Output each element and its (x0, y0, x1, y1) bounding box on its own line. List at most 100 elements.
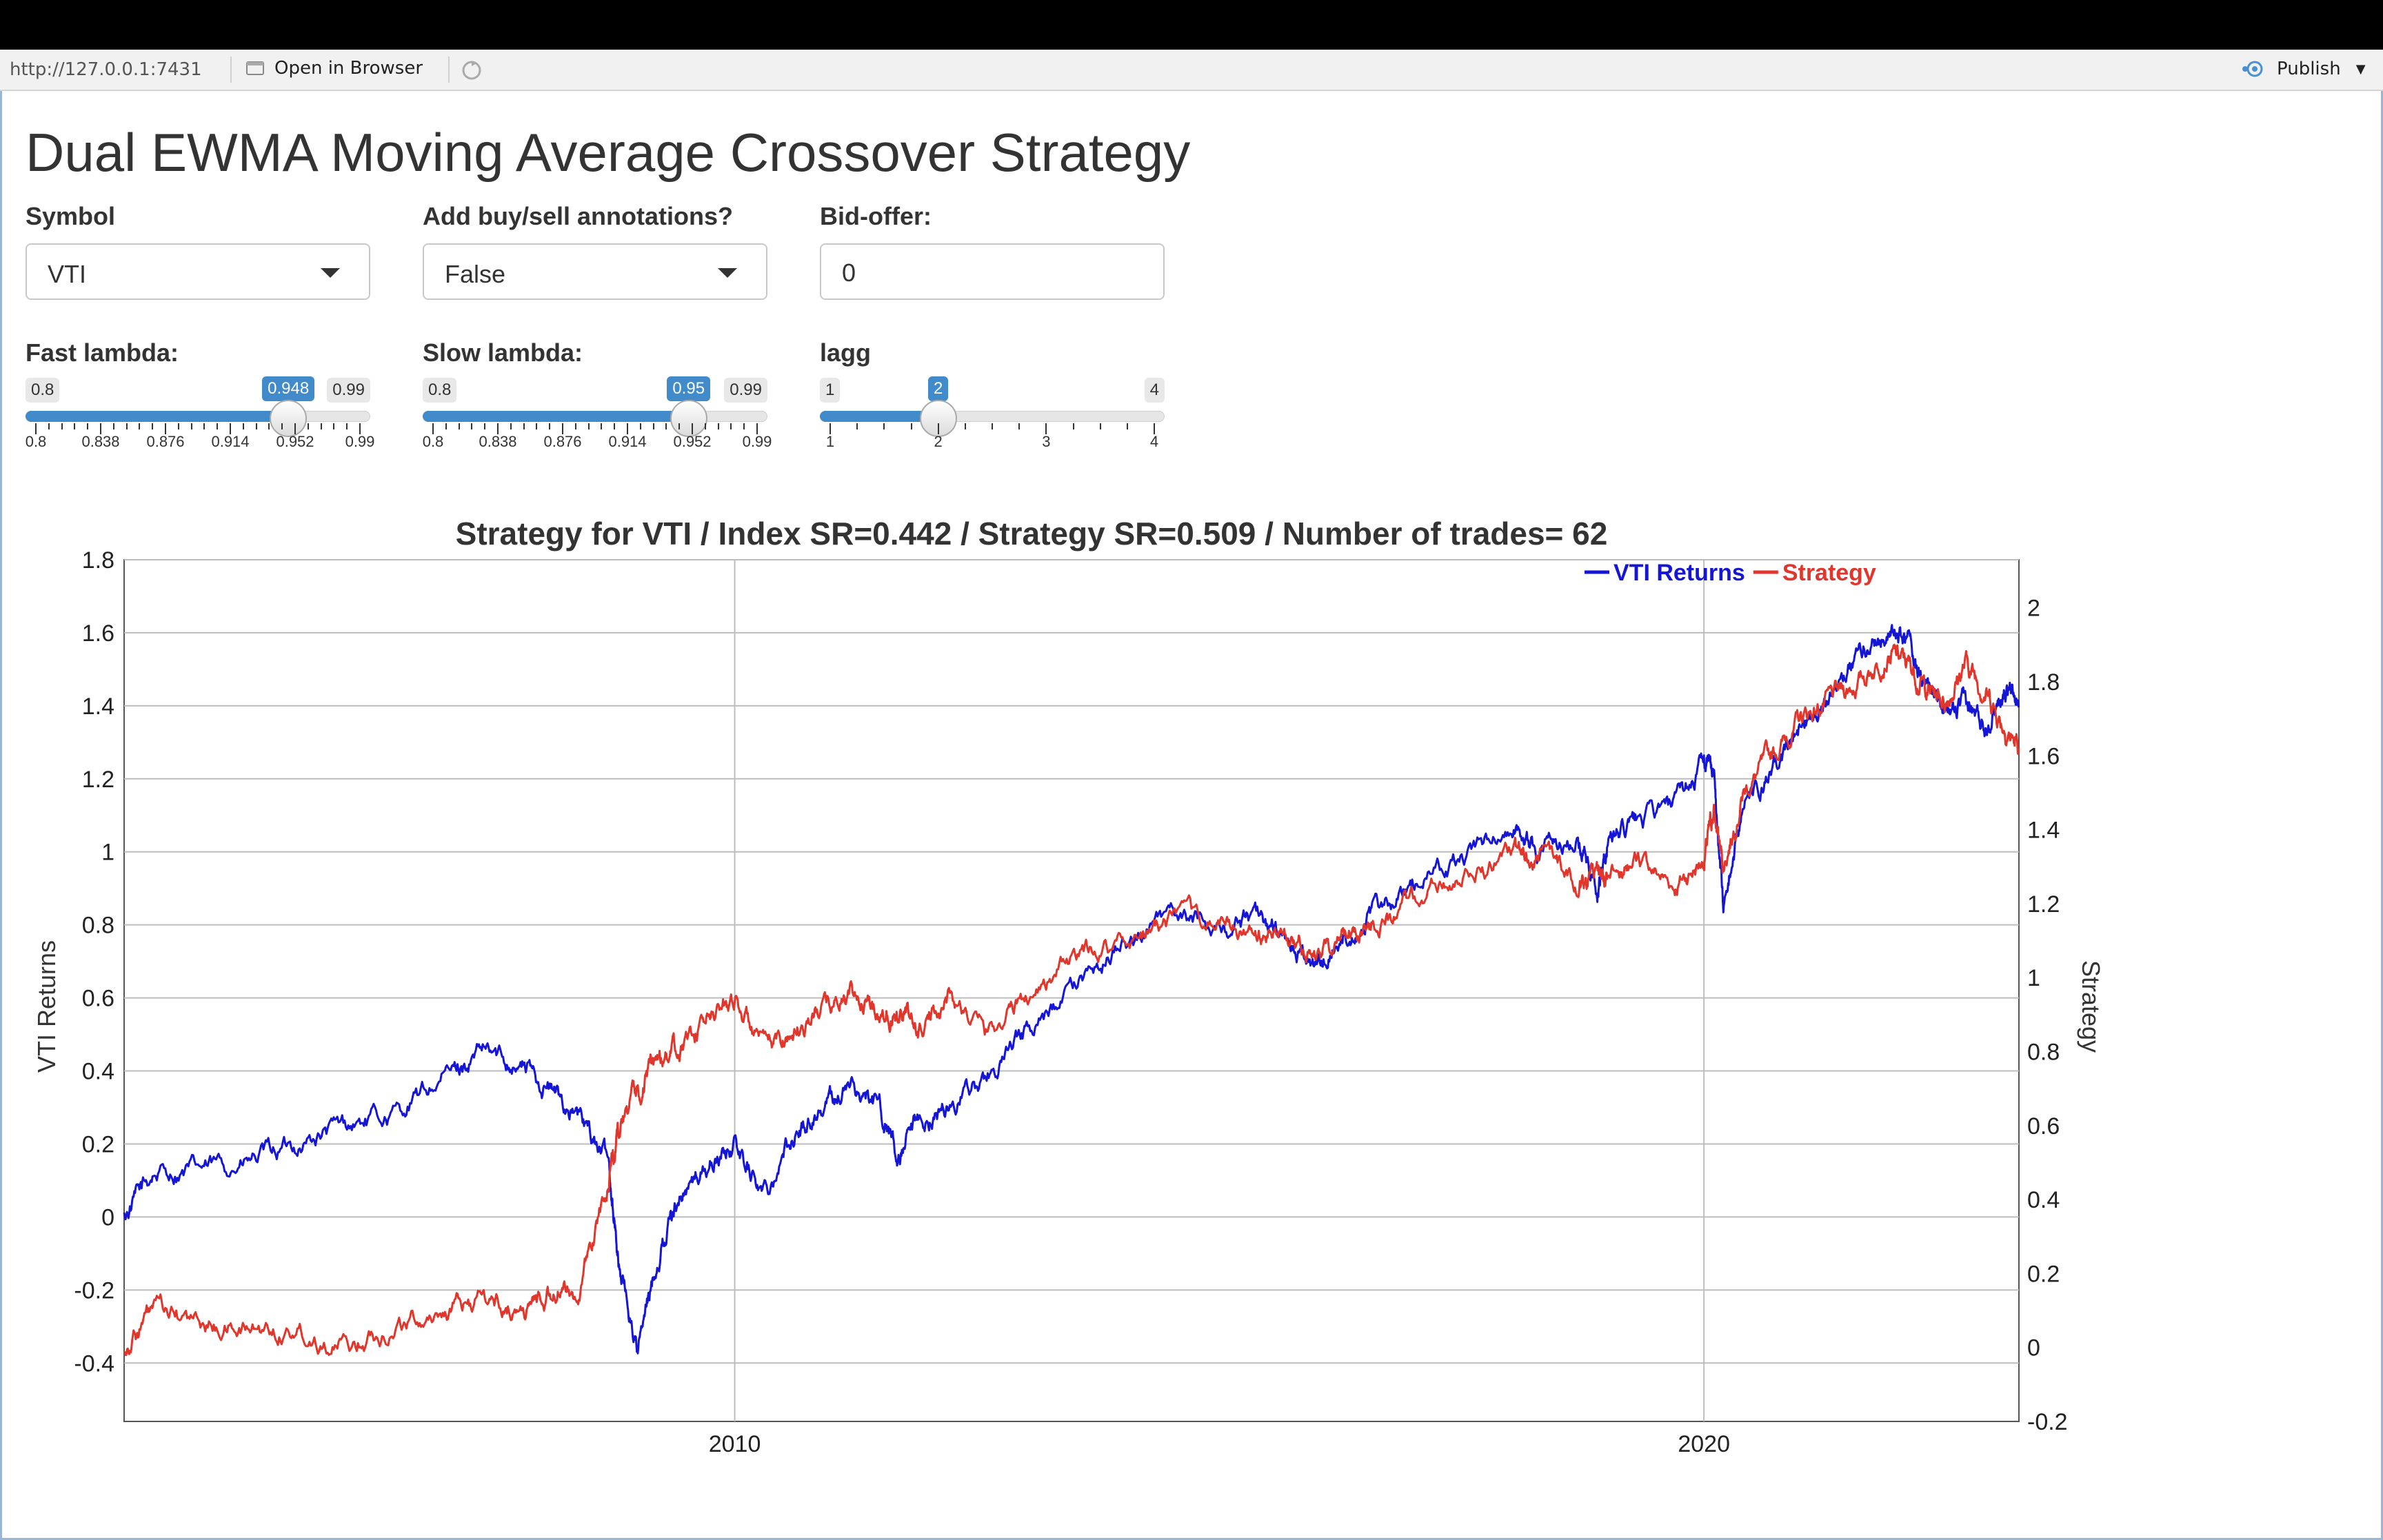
slider-ticks (820, 423, 1165, 441)
slider-ticks (26, 423, 370, 441)
y-left-tick-label: 0.6 (82, 986, 114, 1012)
y-right-tick-label: 1.2 (2027, 891, 2060, 918)
y-axis-left-label: VTI Returns (32, 940, 61, 1073)
slider-tick (471, 423, 473, 429)
slider-tick-label: 3 (1042, 433, 1051, 450)
slider-tick (268, 423, 270, 429)
slider-tick (756, 423, 758, 434)
slider-tick (992, 423, 993, 429)
slider-tick-label: 1 (825, 433, 835, 450)
slider-tick (692, 423, 693, 434)
slider-tick (100, 423, 101, 434)
slider-tick (704, 423, 706, 429)
y-right-tick-label: 0 (2027, 1335, 2040, 1361)
slider-tick (294, 423, 296, 434)
slider-handle[interactable] (670, 400, 707, 437)
slow-lambda-slider[interactable]: 0.8 0.99 0.95 0.8 0.838 0.876 0.914 0.952 0.99 (423, 376, 772, 460)
y-right-tick-label: -0.2 (2027, 1409, 2068, 1435)
chevron-down-icon[interactable]: ▼ (2355, 61, 2366, 77)
series-line-strategy (123, 643, 2020, 1357)
slow-lambda-label: Slow lambda: (423, 338, 583, 367)
slider-tick (432, 423, 434, 434)
y-right-tick-label: 0.4 (2027, 1187, 2060, 1213)
fast-lambda-slider[interactable]: 0.8 0.99 0.948 0.8 0.838 0.876 0.914 0.952 0.99 (25, 376, 374, 460)
slider-tick (639, 423, 641, 429)
x-tick-label: 2020 (1678, 1431, 1730, 1457)
plot-area (123, 559, 2020, 1422)
slider-tick-label: 0.99 (345, 433, 375, 450)
open-in-browser-button[interactable]: Open in Browser (245, 58, 423, 79)
legend-label: Strategy (1782, 560, 1876, 586)
slider-tick (883, 423, 885, 429)
slider-tick (177, 423, 179, 429)
slider-tick (829, 423, 831, 434)
strategy-chart: 1.8 1.6 1.4 1.2 1 0.8 0.6 0.4 0.2 0 -0.2 -0.4 2 1.8 1.… (32, 516, 2105, 1457)
slider-tick (320, 423, 322, 429)
bid-offer-label: Bid-offer: (820, 202, 932, 230)
window-top-bar (0, 0, 2383, 50)
y-right-tick-label: 0.8 (2027, 1040, 2060, 1066)
slider-min-label: 0.8 (26, 378, 60, 403)
slider-tick (910, 423, 912, 429)
y-left-tick-label: 1.6 (82, 620, 114, 647)
slider-tick (549, 423, 551, 429)
y-left-tick-label: 0.4 (82, 1059, 114, 1085)
slider-tick (281, 423, 283, 429)
publish-icon (2242, 61, 2263, 77)
slider-tick (510, 423, 512, 429)
symbol-select[interactable]: VTI (26, 243, 370, 300)
slider-ticks (423, 423, 767, 441)
slider-tick-label: 0.8 (25, 433, 47, 450)
slider-tick (190, 423, 192, 429)
slider-tick (497, 423, 499, 434)
y-right-tick-label: 2 (2027, 596, 2040, 622)
slider-tick (458, 423, 460, 429)
slider-tick (333, 423, 335, 429)
slider-handle[interactable] (270, 400, 308, 437)
chart-title: Strategy for VTI / Index SR=0.442 / Stra… (456, 516, 1608, 551)
y-right-tick-label: 1.6 (2027, 743, 2060, 769)
slider-tick (125, 423, 128, 429)
slider-tick (87, 423, 89, 429)
slider-tick (255, 423, 257, 429)
publish-label: Publish (2277, 59, 2341, 79)
caret-down-icon (321, 268, 340, 278)
slider-tick-label: 0.952 (276, 433, 314, 450)
open-in-browser-icon (246, 61, 264, 75)
slider-tick (678, 423, 681, 429)
slider-tick (1126, 423, 1128, 429)
slider-max-label: 0.99 (327, 378, 370, 403)
slider-tick (203, 423, 205, 429)
refresh-icon (462, 61, 481, 80)
lagg-slider[interactable]: 1 4 2 1 2 3 4 (820, 376, 1165, 460)
slider-tick-label: 0.876 (146, 433, 185, 450)
slider-tick (307, 423, 309, 429)
slider-tick (574, 423, 576, 429)
slider-tick (112, 423, 114, 429)
annotations-select[interactable]: False (423, 243, 767, 300)
legend-label: VTI Returns (1613, 560, 1745, 586)
bid-offer-input[interactable]: 0 (820, 243, 1165, 300)
slider-tick-label: 2 (934, 433, 943, 450)
publish-button[interactable]: Publish ▼ (2241, 58, 2366, 80)
y-left-tick-label: 0.8 (82, 913, 114, 939)
y-left-tick-label: -0.4 (74, 1350, 114, 1377)
slider-tick-label: 4 (1149, 433, 1159, 450)
slider-tick (587, 423, 590, 429)
slider-tick (1099, 423, 1101, 429)
symbol-label: Symbol (26, 202, 116, 230)
open-in-browser-label: Open in Browser (274, 58, 423, 79)
slider-tick (346, 423, 348, 429)
symbol-value: VTI (48, 260, 87, 288)
slider-tick (359, 423, 361, 434)
y-right-tick-label: 1.4 (2027, 818, 2060, 844)
y-left-tick-label: 1.8 (82, 547, 114, 574)
caret-down-icon (718, 268, 737, 278)
refresh-button[interactable] (459, 58, 484, 88)
slider-tick (964, 423, 966, 429)
y-left-tick-label: 1.2 (82, 767, 114, 793)
slider-tick (35, 423, 37, 434)
slider-tick-label: 0.838 (81, 433, 120, 450)
slider-tick (717, 423, 719, 429)
url-label: http://127.0.0.1:7431 (10, 59, 202, 80)
